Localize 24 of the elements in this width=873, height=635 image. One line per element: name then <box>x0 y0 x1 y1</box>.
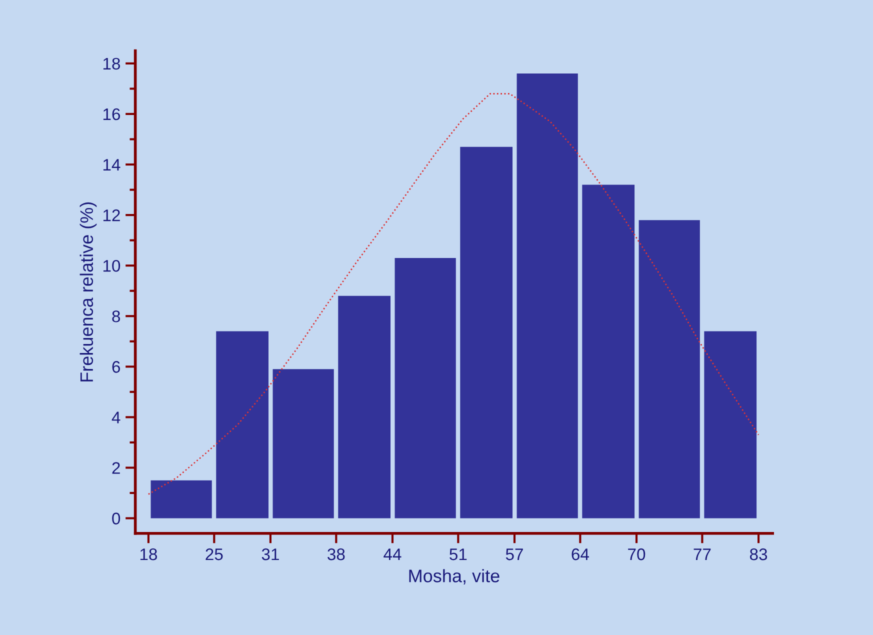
x-tick-label: 64 <box>572 548 589 560</box>
x-tick-label: 31 <box>262 548 279 560</box>
line-series <box>148 93 760 495</box>
y-tick-label: 2 <box>112 462 120 474</box>
y-tick-label: 6 <box>112 361 120 373</box>
y-tick-label: 4 <box>112 412 120 424</box>
x-tick-label: 70 <box>628 548 646 560</box>
y-tick-label: 14 <box>103 159 120 171</box>
y-tick-label: 16 <box>103 108 120 120</box>
x-tick-label: 57 <box>506 548 523 560</box>
x-tick-label: 83 <box>750 548 768 560</box>
y-tick-label: 0 <box>112 512 120 524</box>
x-axis-title: Mosha, vite <box>409 569 500 584</box>
x-tick-label: 38 <box>328 548 345 560</box>
x-tick-label: 18 <box>140 548 157 560</box>
x-tick-label: 51 <box>450 548 467 560</box>
x-tick-label: 77 <box>694 548 711 560</box>
y-tick-label: 10 <box>103 260 120 272</box>
x-tick-label: 25 <box>206 548 223 560</box>
x-tick-label: 44 <box>384 548 402 560</box>
y-tick-label: 18 <box>103 58 120 70</box>
y-axis-title: Frekuenca relative (%) <box>80 202 97 382</box>
y-tick-label: 8 <box>112 310 120 322</box>
y-tick-label: 12 <box>103 209 120 222</box>
